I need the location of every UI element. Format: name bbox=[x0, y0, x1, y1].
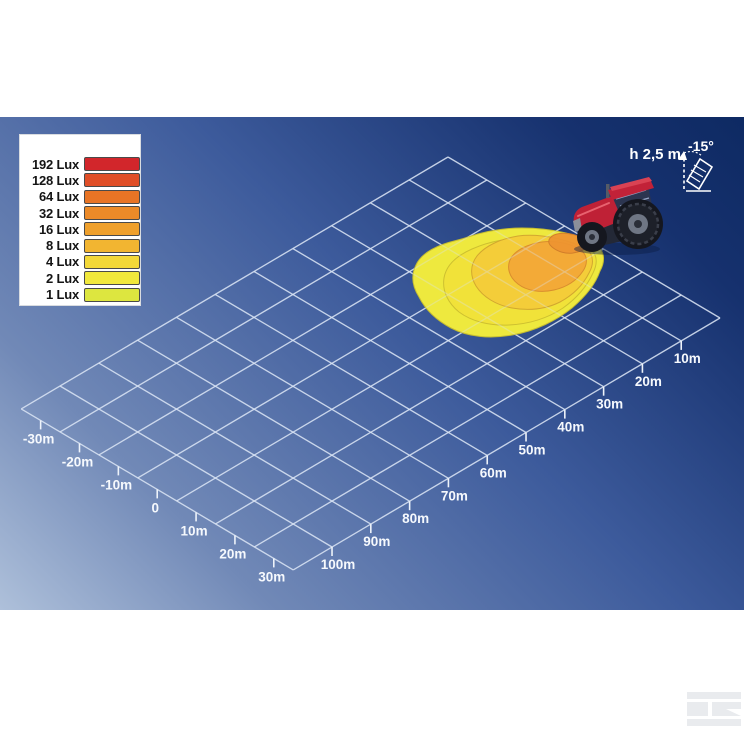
axis-labels: 10m 20m 30m 40m 50m 60m 70m 80m 90m 100m -30m -20m-… bbox=[23, 351, 701, 585]
distance-axis-label: 30m bbox=[596, 397, 623, 412]
distance-axis-label: 50m bbox=[519, 443, 546, 458]
legend-row: 32 Lux bbox=[20, 205, 140, 221]
tractor-illustration bbox=[573, 177, 663, 255]
distance-axis-label: 100m bbox=[321, 557, 356, 572]
contour-32lux bbox=[508, 241, 587, 292]
legend-row: 192 Lux bbox=[20, 156, 140, 172]
legend-label: 64 Lux bbox=[39, 189, 79, 205]
lux-legend: 192 Lux 128 Lux 64 Lux 32 Lux 16 Lux 8 Lux 4 L… bbox=[20, 135, 140, 305]
grid-line-constant-lateral bbox=[59, 179, 488, 433]
distance-axis-label: 90m bbox=[363, 534, 390, 549]
axis-ticks bbox=[39, 340, 683, 568]
legend-label: 128 Lux bbox=[31, 172, 79, 188]
grid-line-constant-lateral bbox=[292, 317, 721, 571]
lamp-tilt-icon bbox=[678, 150, 714, 192]
legend-row: 64 Lux bbox=[20, 189, 140, 205]
mounting-height-label: h 2,5 m bbox=[629, 146, 681, 163]
lateral-axis-label: 10m bbox=[181, 523, 208, 538]
legend-label: 8 Lux bbox=[46, 238, 79, 254]
legend-swatch bbox=[84, 173, 140, 188]
grid-line-constant-lateral bbox=[254, 294, 682, 548]
distance-axis-label: 80m bbox=[402, 511, 429, 526]
legend-row: 16 Lux bbox=[20, 221, 140, 237]
legend-swatch bbox=[84, 222, 140, 237]
grid-line-constant-distance bbox=[253, 270, 527, 434]
legend-swatch bbox=[84, 254, 140, 269]
tilt-angle-label: -15° bbox=[688, 138, 714, 154]
lateral-axis-label: 30m bbox=[258, 569, 285, 584]
legend-label: 4 Lux bbox=[46, 254, 79, 270]
beam-contours bbox=[412, 227, 604, 338]
grid-line-constant-distance bbox=[59, 385, 333, 548]
lateral-axis-label: -30m bbox=[23, 431, 55, 446]
legend-swatch bbox=[84, 287, 140, 302]
lateral-axis-label: 20m bbox=[219, 546, 246, 561]
perspective-grid bbox=[20, 156, 721, 571]
distance-axis-label: 70m bbox=[441, 488, 468, 503]
lateral-axis-label: -20m bbox=[62, 454, 94, 469]
legend-row: 8 Lux bbox=[20, 237, 140, 253]
distance-axis-label: 10m bbox=[674, 351, 701, 366]
grid-line-constant-lateral bbox=[20, 156, 449, 410]
legend-swatch bbox=[84, 189, 140, 204]
legend-swatch bbox=[84, 238, 140, 253]
legend-row: 1 Lux bbox=[20, 286, 140, 302]
legend-label: 32 Lux bbox=[39, 205, 79, 221]
grid-line-constant-distance bbox=[98, 362, 372, 525]
legend-label: 2 Lux bbox=[46, 270, 79, 286]
grid-line-constant-lateral bbox=[215, 271, 643, 525]
legend-label: 192 Lux bbox=[31, 156, 79, 172]
legend-swatch bbox=[84, 271, 140, 286]
grid-line-constant-distance bbox=[292, 248, 566, 411]
lateral-axis-label: 0 bbox=[151, 500, 159, 515]
lateral-axis-label: -10m bbox=[101, 477, 133, 492]
legend-row: 128 Lux bbox=[20, 172, 140, 188]
legend-row: 4 Lux bbox=[20, 254, 140, 270]
distance-axis-label: 40m bbox=[557, 420, 584, 435]
legend-label: 1 Lux bbox=[46, 287, 79, 303]
kramp-watermark-logo bbox=[687, 692, 741, 726]
legend-label: 16 Lux bbox=[39, 221, 79, 237]
legend-swatch bbox=[84, 157, 140, 172]
distance-axis-label: 20m bbox=[635, 374, 662, 389]
distance-axis-label: 60m bbox=[480, 465, 507, 480]
mounting-annotation: h 2,5 m -15° bbox=[629, 138, 714, 192]
legend-row: 2 Lux bbox=[20, 270, 140, 286]
grid-line-constant-distance bbox=[137, 339, 410, 502]
grid-line-constant-distance bbox=[214, 293, 488, 456]
legend-swatch bbox=[84, 206, 140, 221]
grid-line-constant-distance bbox=[176, 316, 449, 479]
